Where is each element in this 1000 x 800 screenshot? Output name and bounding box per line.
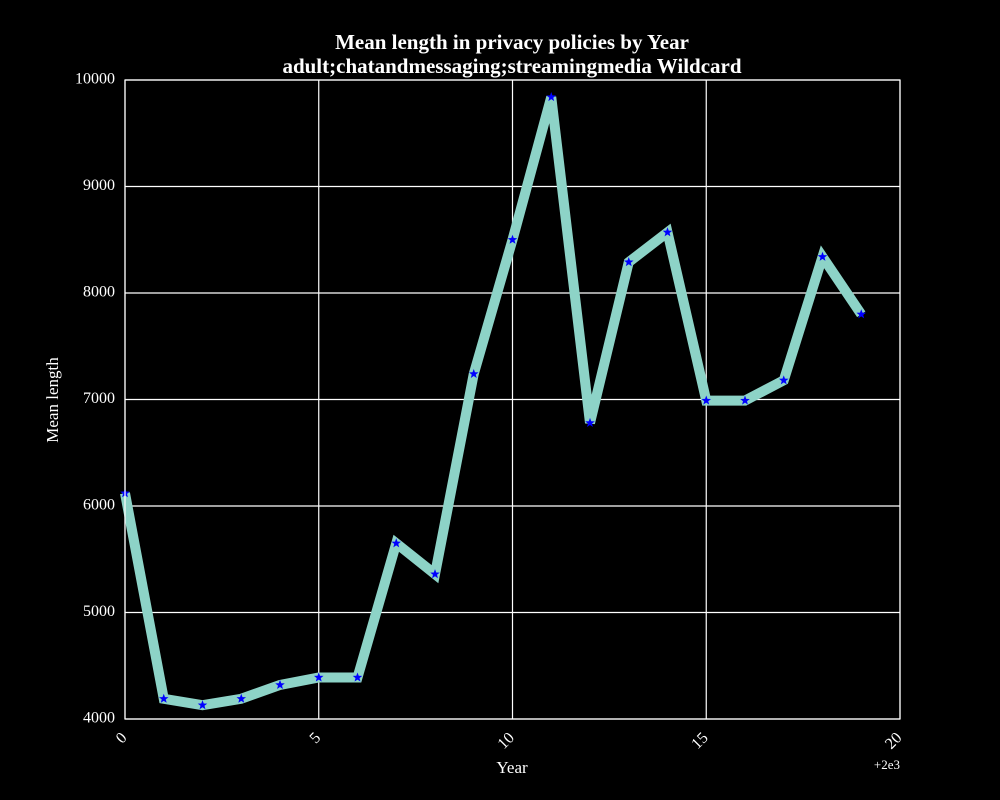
data-point-marker [158,693,169,703]
data-point-marker [430,569,440,579]
data-point-marker [740,395,750,405]
series-line-group [120,92,867,711]
data-point-marker [197,700,208,710]
data-point-marker [236,693,247,703]
y-tick-label: 5000 [83,603,115,620]
data-point-marker [275,679,285,689]
data-point-marker [468,368,479,378]
data-point-marker [701,395,712,405]
grid-lines [124,79,901,720]
y-tick-label: 10000 [75,71,115,88]
chart-title-line1: Mean length in privacy policies by Year [335,30,689,54]
data-point-marker [778,375,789,385]
y-axis-label: Mean length [43,357,62,443]
data-point-marker [546,92,557,102]
y-tick-label: 8000 [83,284,115,301]
y-tick-label: 6000 [83,497,115,514]
data-point-marker [352,672,363,682]
chart-title-line2: adult;chatandmessaging;streamingmedia Wi… [282,54,741,78]
data-point-marker [507,234,518,244]
y-tick-label: 9000 [83,177,115,194]
data-point-marker [817,251,828,261]
y-axis-ticks: 4000 5000 6000 7000 8000 9000 10000 [75,71,115,727]
data-point-marker [313,672,324,682]
x-axis-label: Year [496,758,528,777]
data-point-marker [662,227,673,237]
data-point-marker [623,257,634,267]
y-tick-label: 7000 [83,390,115,407]
x-axis-offset-label: +2e3 [874,757,900,772]
plot-frame [124,79,901,720]
data-point-marker [585,417,595,427]
data-point-marker [856,309,867,319]
series-line [120,95,866,711]
data-point-marker [391,538,402,548]
y-tick-label: 4000 [83,710,115,727]
